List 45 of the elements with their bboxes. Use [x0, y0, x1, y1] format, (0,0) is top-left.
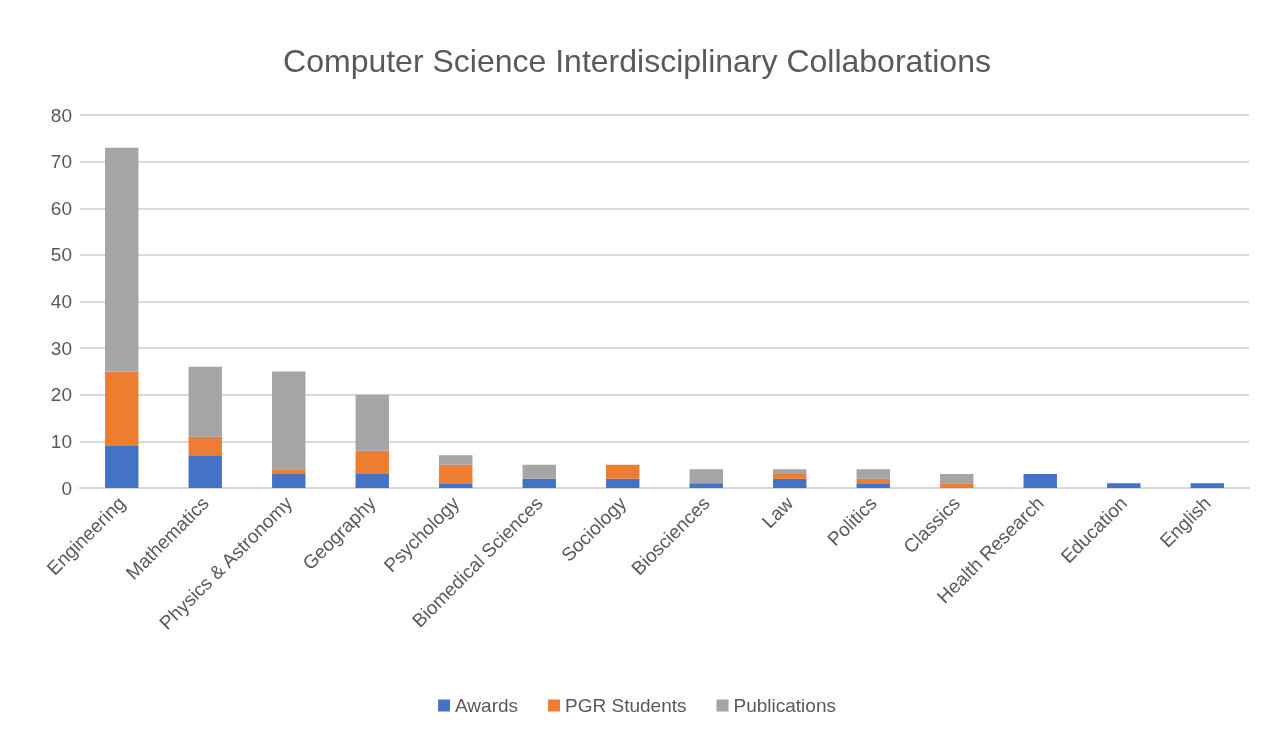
y-tick-label: 10	[50, 430, 72, 452]
bar	[1107, 483, 1141, 488]
bar	[439, 464, 473, 484]
bar	[105, 371, 139, 447]
y-tick-label: 30	[50, 337, 72, 359]
bar	[355, 450, 389, 475]
bar	[105, 147, 139, 372]
bar	[773, 478, 807, 488]
y-tick-label: 50	[50, 244, 72, 266]
legend-label: Awards	[455, 695, 519, 716]
bar	[105, 446, 139, 488]
bar	[856, 469, 890, 479]
bar	[439, 455, 473, 465]
bar	[522, 464, 556, 479]
y-tick-label: 0	[61, 477, 72, 499]
bar	[188, 436, 222, 456]
bar	[606, 464, 640, 479]
legend-label: Publications	[733, 695, 836, 716]
bar	[188, 366, 222, 437]
bar	[773, 469, 807, 475]
bar	[689, 483, 723, 488]
bar	[355, 474, 389, 488]
y-tick-label: 60	[50, 197, 72, 219]
x-tick-label: Law	[757, 492, 798, 533]
y-tick-label: 20	[50, 384, 72, 406]
y-tick-label: 40	[50, 291, 72, 312]
chart-title: Computer Science Interdisciplinary Collaborations	[283, 43, 991, 79]
bar	[1190, 483, 1224, 488]
y-tick-label: 80	[50, 104, 72, 126]
y-tick-label: 70	[50, 151, 72, 173]
bar	[940, 474, 974, 484]
bar	[272, 474, 306, 488]
bar	[272, 371, 306, 470]
bar	[773, 474, 807, 479]
bar	[355, 394, 389, 451]
bar	[606, 478, 640, 488]
bar	[1023, 474, 1057, 488]
bar	[522, 478, 556, 488]
legend-label: PGR Students	[565, 695, 687, 716]
bar	[940, 483, 974, 488]
bar	[856, 483, 890, 488]
bar	[689, 469, 723, 484]
bar	[439, 483, 473, 488]
bar	[188, 455, 222, 488]
bar	[272, 469, 306, 475]
